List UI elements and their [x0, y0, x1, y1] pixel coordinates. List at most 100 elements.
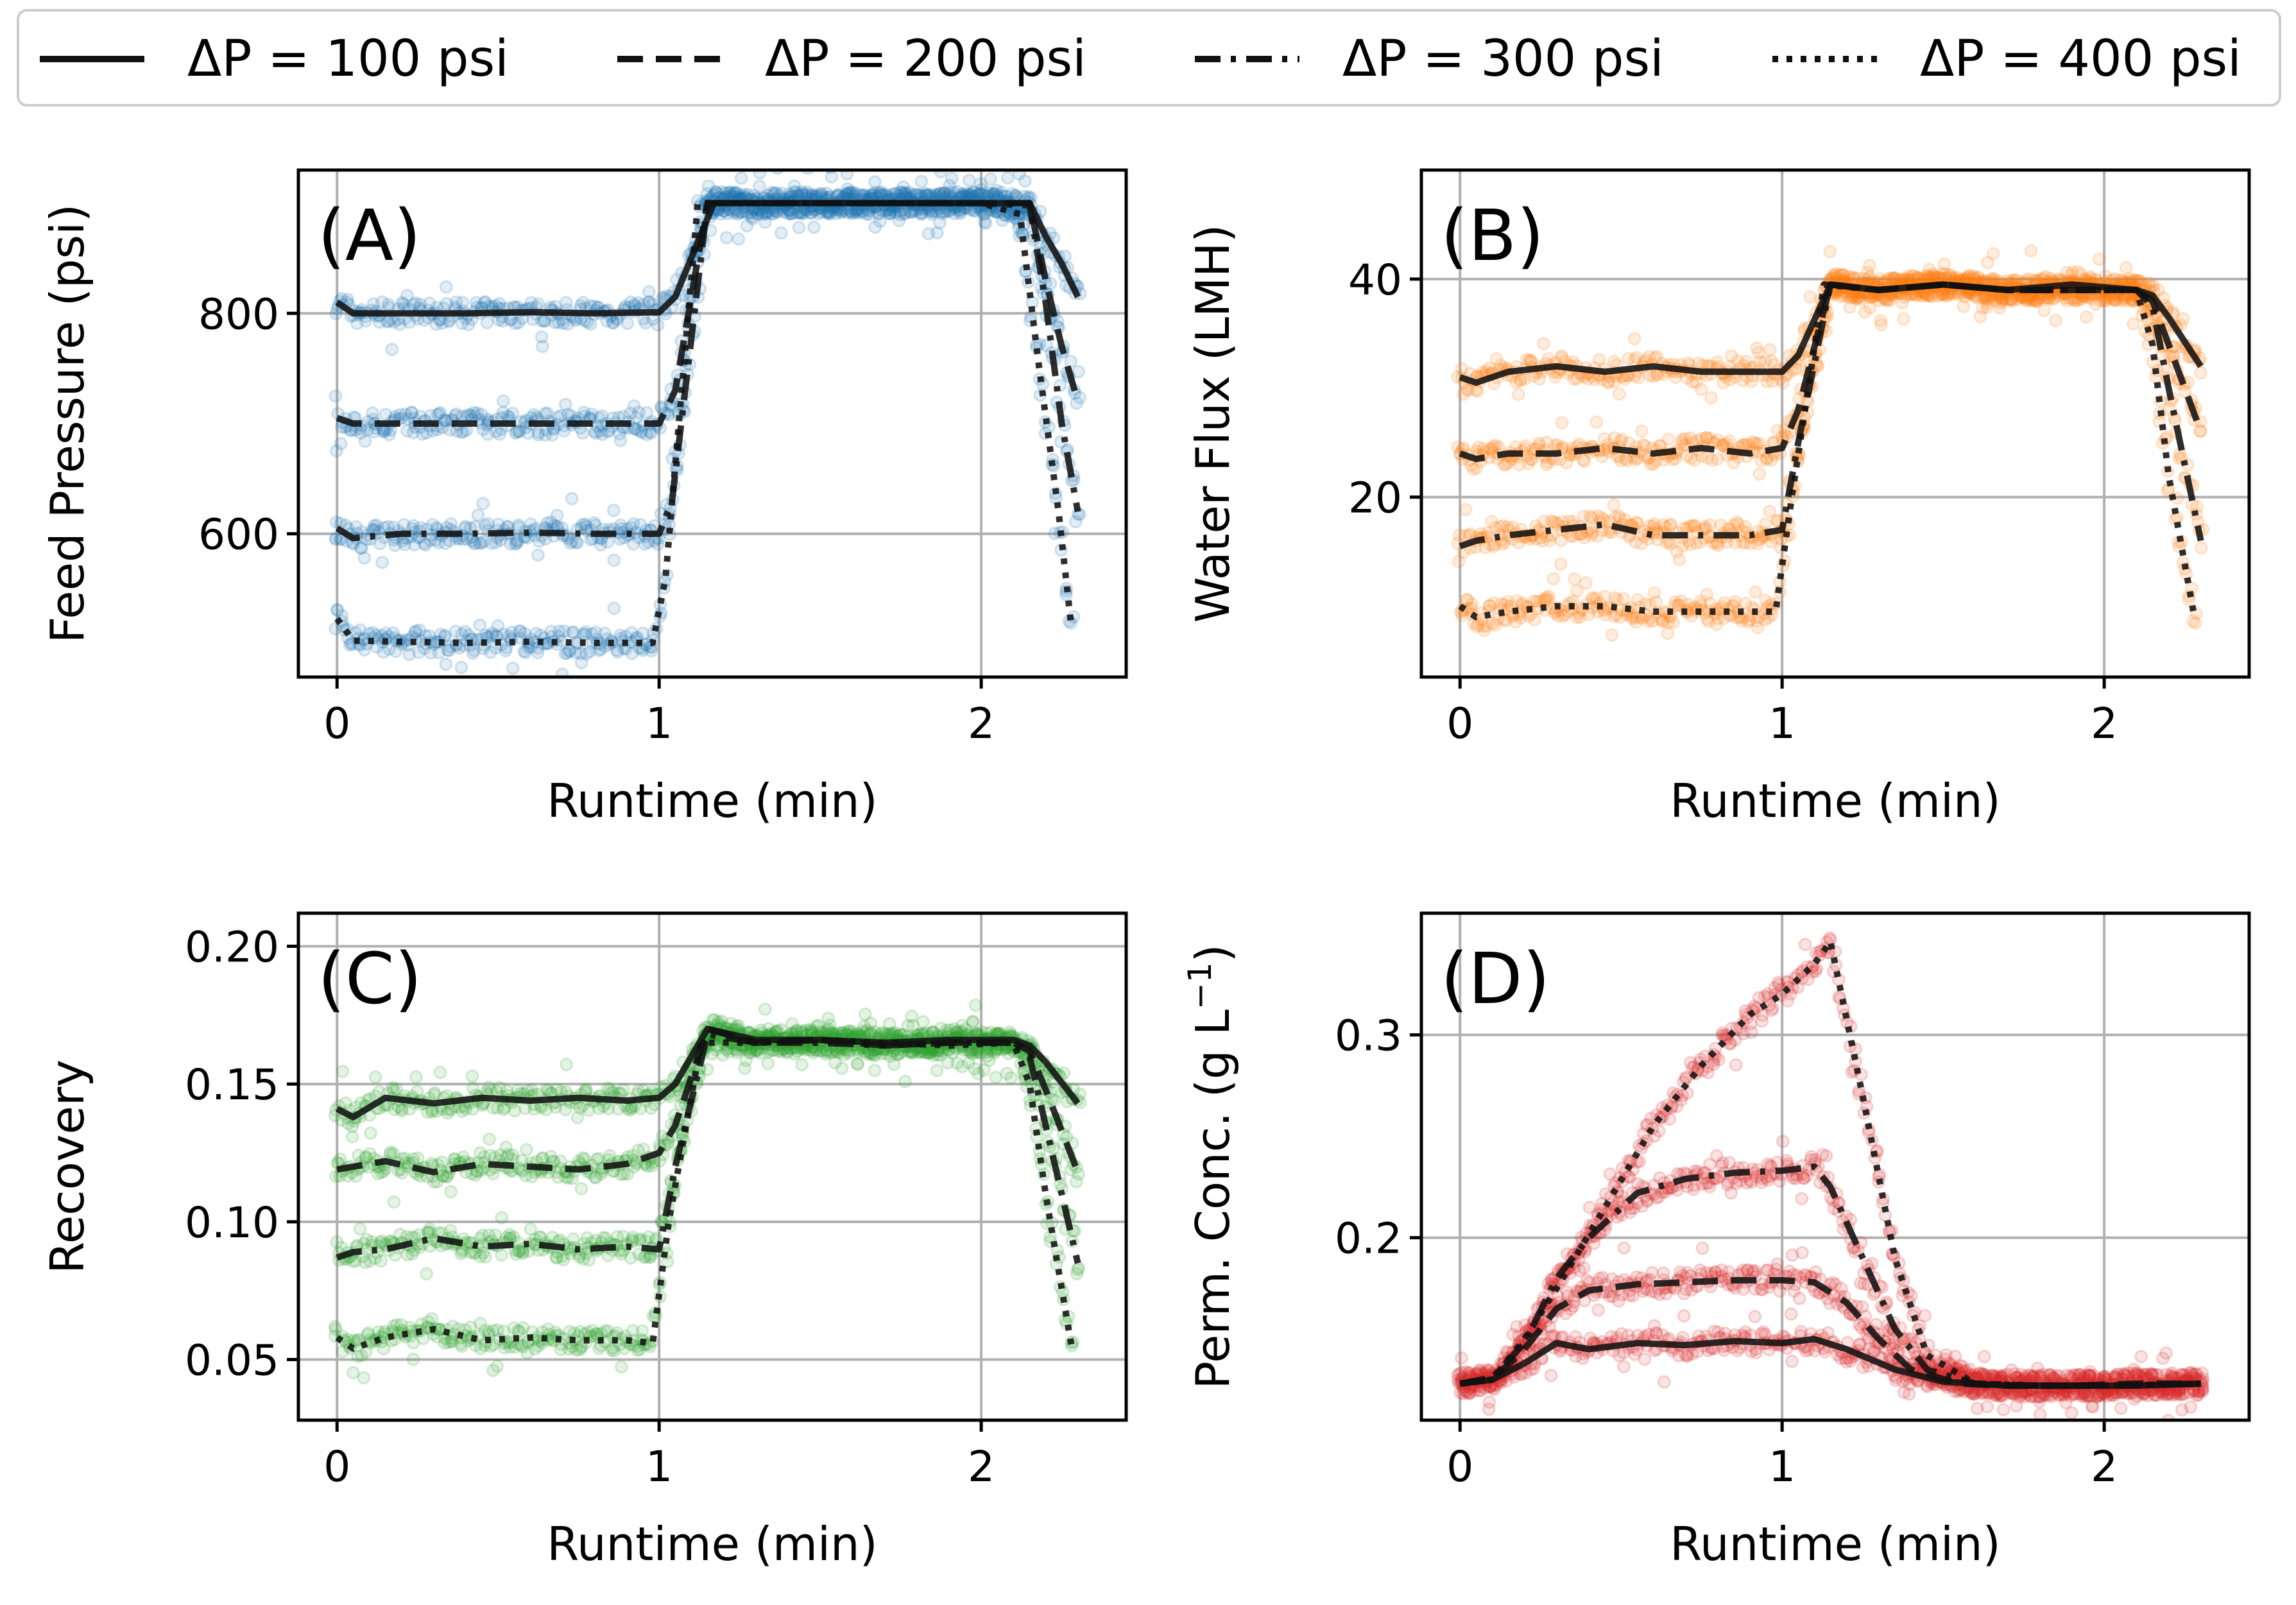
data-point: [1601, 374, 1615, 388]
data-point: [868, 175, 882, 189]
data-point: [1980, 255, 1994, 270]
data-point: [1882, 271, 1896, 286]
data-point: [937, 187, 951, 201]
data-point: [1570, 610, 1584, 624]
data-point: [936, 207, 950, 221]
data-point: [1683, 520, 1697, 534]
data-point: [1941, 288, 1955, 302]
data-point: [565, 492, 579, 506]
data-point: [476, 422, 490, 436]
data-point: [402, 1156, 416, 1171]
data-point: [1513, 611, 1527, 625]
data-point: [1940, 289, 1955, 303]
data-point: [1631, 370, 1645, 384]
data-point: [932, 187, 947, 201]
data-point: [635, 425, 649, 440]
data-point: [1881, 293, 1895, 307]
data-point: [363, 1126, 377, 1140]
data-point: [409, 296, 423, 310]
data-point: [1880, 294, 1894, 308]
data-point: [814, 205, 828, 219]
data-point: [388, 1103, 402, 1117]
data-point: [2021, 292, 2035, 306]
data-point: [918, 186, 932, 200]
data-point: [651, 318, 665, 332]
data-point: [882, 207, 896, 221]
data-point: [1944, 268, 1958, 282]
data-point: [1568, 572, 1582, 586]
data-point: [538, 406, 553, 420]
data-point: [2064, 268, 2078, 282]
data-point: [804, 206, 818, 220]
data-point: [329, 389, 343, 403]
data-point: [449, 407, 463, 421]
data-point: [583, 317, 597, 331]
data-point: [943, 178, 957, 193]
data-point: [2030, 294, 2044, 308]
data-point: [625, 646, 639, 660]
data-point: [565, 626, 579, 640]
data-point: [857, 1019, 871, 1033]
data-point: [1704, 391, 1718, 405]
data-point: [2132, 274, 2146, 288]
data-point: [1685, 375, 1699, 389]
data-point: [1758, 355, 1772, 369]
data-point: [932, 216, 947, 230]
data-point: [548, 316, 562, 330]
data-point: [359, 1150, 373, 1164]
data-point: [499, 644, 513, 658]
data-point: [2019, 293, 2034, 307]
data-point: [1577, 510, 1591, 524]
data-point: [2066, 265, 2080, 279]
data-point: [1754, 454, 1769, 468]
axes-frame: [296, 168, 1128, 679]
data-point: [420, 1267, 434, 1281]
data-point: [624, 295, 638, 309]
data-point: [858, 1007, 872, 1021]
data-point: [1515, 598, 1529, 612]
data-point: [1511, 388, 1525, 402]
data-point: [486, 1167, 500, 1181]
data-point: [633, 518, 647, 532]
data-point: [1663, 519, 1677, 533]
data-point: [1543, 533, 1557, 547]
data-point: [1738, 536, 1752, 550]
data-point: [1460, 592, 1474, 606]
data-point: [1961, 270, 1975, 284]
data-point: [1980, 296, 1994, 311]
data-point: [544, 624, 558, 639]
data-point: [1520, 352, 1534, 366]
data-point: [983, 172, 997, 186]
data-point: [1577, 454, 1591, 468]
data-point: [398, 1151, 412, 1165]
data-point: [520, 1084, 535, 1098]
data-point: [1711, 612, 1725, 626]
data-point: [1996, 292, 2010, 306]
data-point: [329, 444, 343, 458]
data-point: [1754, 531, 1769, 545]
data-point: [508, 316, 522, 330]
data-point: [855, 205, 870, 219]
data-point: [811, 207, 825, 221]
data-point: [1527, 613, 1541, 627]
data-point: [393, 317, 407, 331]
data-point: [1476, 442, 1490, 456]
data-point: [508, 426, 522, 440]
data-point: [493, 427, 507, 442]
data-point: [794, 185, 809, 199]
data-point: [1988, 294, 2002, 308]
data-point: [470, 1165, 484, 1179]
data-point: [2124, 293, 2138, 307]
data-point: [435, 316, 449, 330]
data-point: [550, 508, 564, 522]
data-point: [489, 535, 503, 549]
data-point: [1921, 288, 1935, 302]
data-point: [2047, 291, 2061, 305]
data-point: [455, 627, 469, 641]
data-point: [1466, 462, 1480, 476]
data-point: [1705, 453, 1719, 467]
data-point: [1674, 594, 1688, 608]
x-tick-label: 1: [1769, 699, 1795, 748]
data-point: [1664, 517, 1678, 531]
